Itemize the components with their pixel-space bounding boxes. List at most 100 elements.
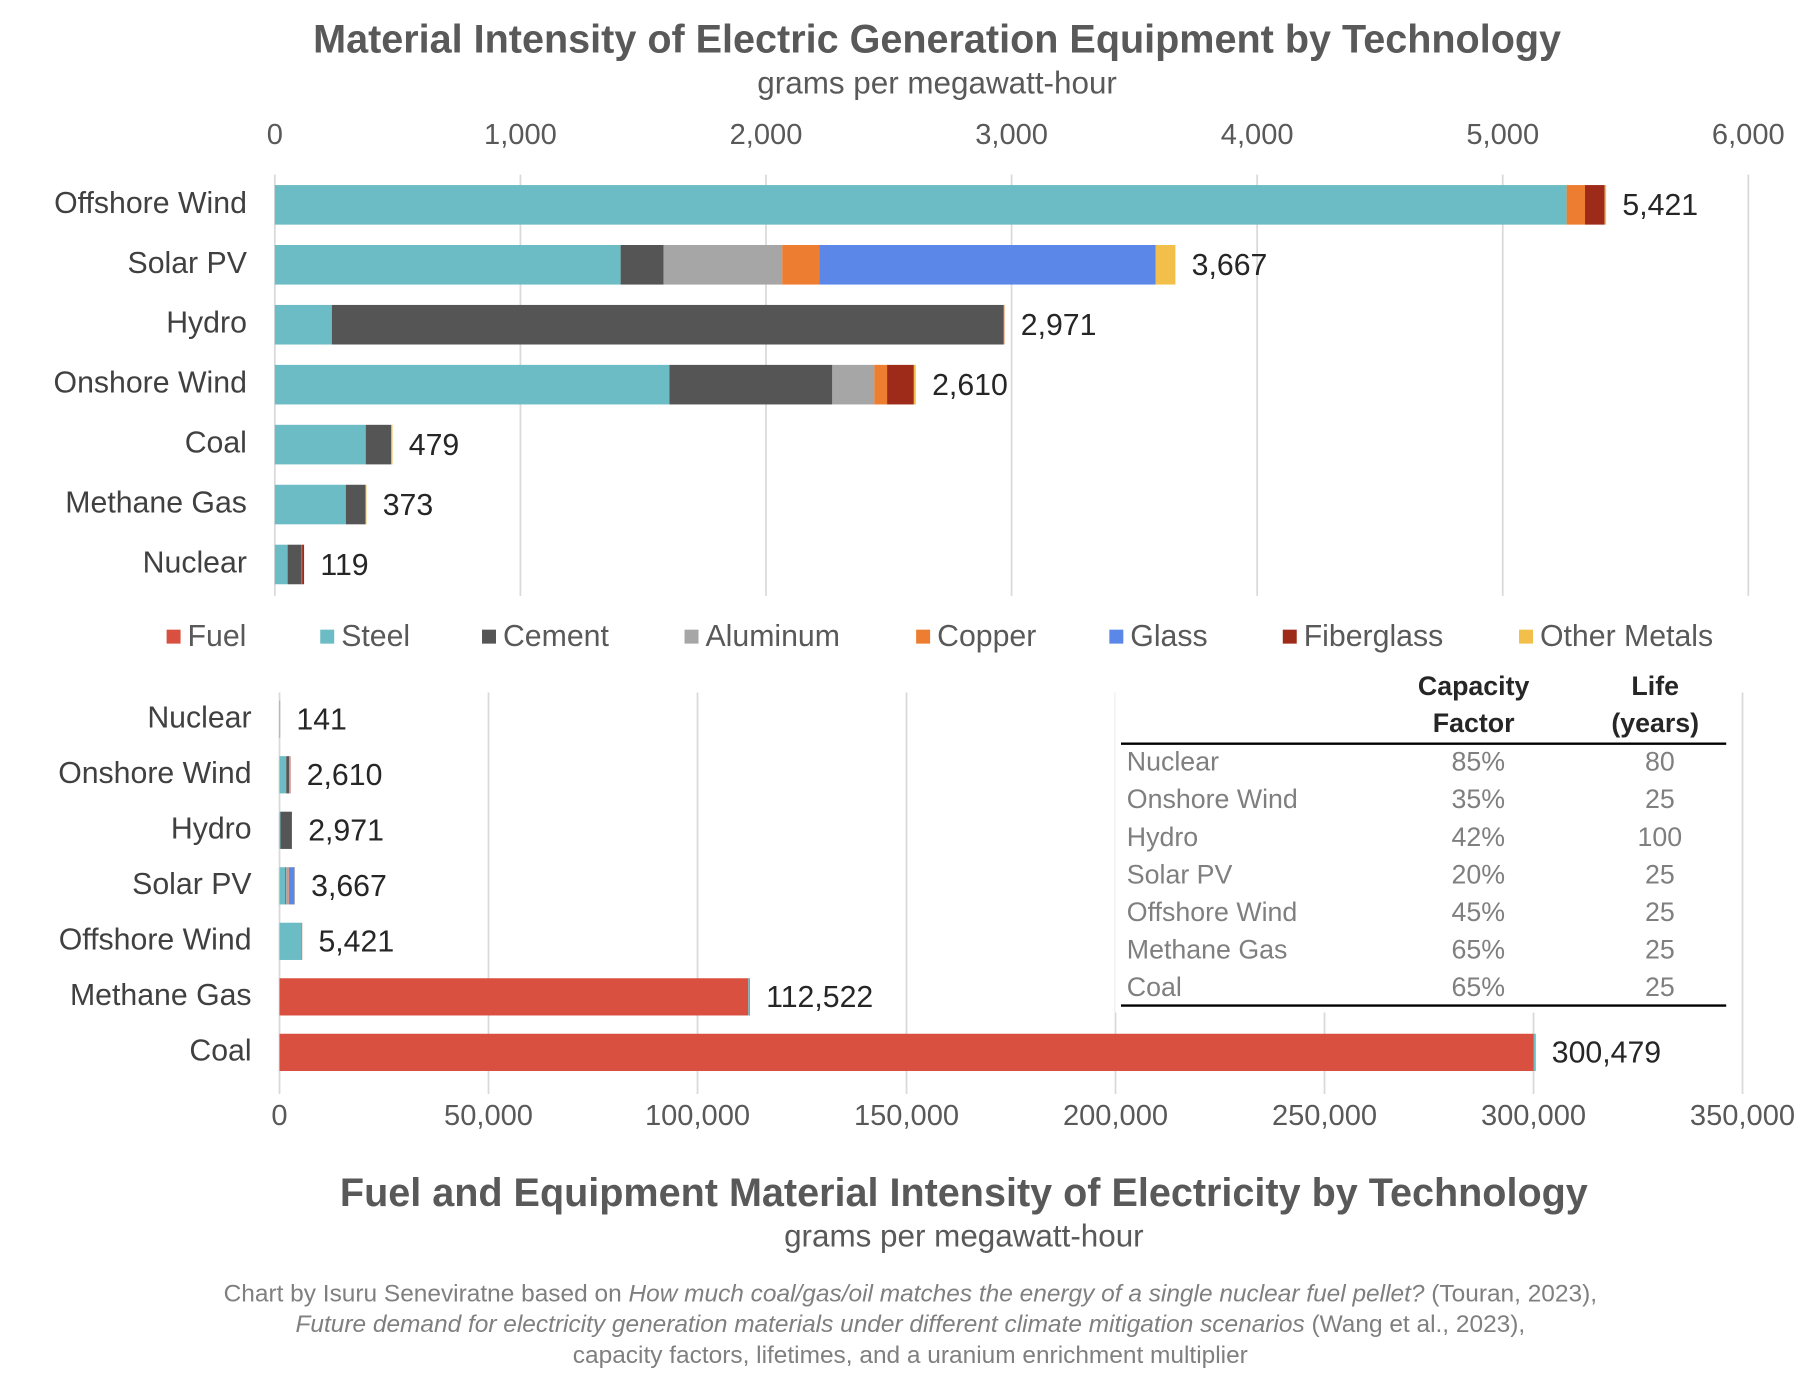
bar-segment (274, 244, 621, 285)
table-cell: 25 (1645, 897, 1675, 927)
bar-segment (286, 756, 289, 794)
total-label: 373 (383, 489, 433, 522)
bar-segment (331, 304, 1004, 345)
bar-segment (286, 867, 289, 905)
table-cell: Onshore Wind (1127, 784, 1298, 814)
x-tick-label: 350,000 (1690, 1100, 1795, 1132)
x-tick-label: 3,000 (975, 119, 1048, 151)
legend-label: Glass (1130, 620, 1207, 653)
bar-segment (274, 484, 346, 525)
legend-swatch (1519, 629, 1534, 644)
table-cell: 25 (1645, 935, 1675, 965)
legend-swatch (166, 629, 181, 644)
bar-segment (274, 424, 366, 465)
chart-subtitle: grams per megawatt-hour (784, 1219, 1144, 1254)
caption-line: Future demand for electricity generation… (295, 1312, 1525, 1339)
category-label: Onshore Wind (54, 367, 247, 400)
bar-segment (832, 364, 875, 405)
bar-segment (274, 544, 288, 585)
total-label: 479 (409, 429, 459, 462)
bar-segment (288, 867, 289, 905)
table-cell: Nuclear (1127, 747, 1219, 777)
legend-swatch (916, 629, 931, 644)
category-label: Offshore Wind (54, 187, 247, 220)
bar-segment (1155, 244, 1176, 285)
bar-segment (345, 484, 366, 525)
legend-label: Cement (503, 620, 610, 653)
table-cell: 25 (1645, 784, 1675, 814)
bar-segment (279, 811, 281, 849)
caption-text: capacity factors, lifetimes, and a urani… (573, 1343, 1248, 1370)
category-label: Solar PV (128, 247, 248, 280)
x-tick-label: 150,000 (854, 1100, 959, 1132)
bar-segment (1604, 185, 1607, 225)
bar-segment (365, 484, 367, 525)
caption-text: (Wang et al., 2023), (1305, 1312, 1525, 1339)
bar-segment (1585, 185, 1605, 225)
legend-swatch (1282, 629, 1297, 644)
table-cell: 65% (1452, 935, 1506, 965)
category-label: Hydro (171, 812, 252, 845)
legend-label: Other Metals (1540, 620, 1713, 653)
table-cell: 45% (1452, 897, 1506, 927)
category-label: Coal (185, 427, 247, 460)
table-cell: 25 (1645, 859, 1675, 889)
total-label: 5,421 (1622, 189, 1698, 222)
caption-text: How much coal/gas/oil matches the energy… (628, 1281, 1424, 1308)
x-tick-label: 5,000 (1466, 119, 1539, 151)
x-tick-label: 2,000 (730, 119, 803, 151)
legend-label: Fuel (188, 620, 247, 653)
bar-segment (913, 364, 916, 405)
table-header: Factor (1433, 708, 1515, 738)
total-label: 300,479 (1552, 1037, 1661, 1070)
table-cell: 20% (1452, 859, 1506, 889)
total-label: 141 (296, 704, 346, 737)
bar-segment (287, 544, 302, 585)
bar-segment (279, 867, 286, 905)
x-tick-label: 1,000 (484, 119, 557, 151)
x-tick-label: 50,000 (444, 1100, 533, 1132)
legend-swatch (684, 629, 699, 644)
x-tick-label: 200,000 (1063, 1100, 1168, 1132)
x-tick-label: 0 (267, 119, 283, 151)
total-label: 3,667 (1192, 249, 1268, 282)
table-cell: Coal (1127, 972, 1182, 1002)
caption-text: Chart by Isuru Seneviratne based on (224, 1281, 629, 1308)
legend-label: Aluminum (705, 620, 840, 653)
table-cell: 35% (1452, 784, 1506, 814)
total-label: 2,971 (1021, 309, 1097, 342)
bar-segment (391, 424, 393, 465)
bar-segment (279, 756, 287, 794)
table-header: Capacity (1418, 671, 1530, 701)
total-label: 112,522 (766, 981, 873, 1014)
x-tick-label: 6,000 (1712, 119, 1785, 151)
category-label: Solar PV (132, 868, 252, 901)
total-label: 2,610 (932, 369, 1008, 402)
legend-label: Fiberglass (1304, 620, 1444, 653)
category-label: Nuclear (143, 546, 247, 579)
bar-segment (288, 756, 290, 794)
table-cell: 65% (1452, 972, 1506, 1002)
category-label: Nuclear (147, 701, 251, 734)
total-label: 119 (320, 549, 368, 582)
table-cell: 80 (1645, 747, 1675, 777)
table-cell: Offshore Wind (1127, 897, 1297, 927)
bar-segment (302, 544, 305, 585)
bar-segment (663, 244, 783, 285)
bar-segment (874, 364, 888, 405)
chart-title: Fuel and Equipment Material Intensity of… (340, 1171, 1588, 1215)
bar-segment (274, 185, 1567, 225)
legend-label: Steel (341, 620, 410, 653)
category-label: Methane Gas (70, 979, 252, 1012)
bar-segment (274, 364, 670, 405)
bar-segment (748, 978, 750, 1016)
legend-label: Copper (937, 620, 1036, 653)
caption-line: capacity factors, lifetimes, and a urani… (573, 1343, 1248, 1370)
bar-segment (620, 244, 664, 285)
total-label: 2,971 (308, 815, 384, 848)
bar-segment (1533, 1033, 1536, 1072)
x-tick-label: 4,000 (1221, 119, 1294, 151)
bar-segment (288, 867, 295, 905)
